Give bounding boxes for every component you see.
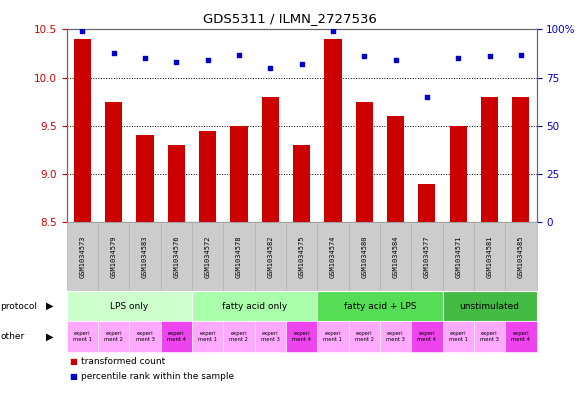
Text: GSM1034577: GSM1034577 <box>424 235 430 278</box>
Point <box>140 55 150 61</box>
Point <box>172 59 181 65</box>
Point <box>297 61 306 67</box>
Text: fatty acid + LPS: fatty acid + LPS <box>343 302 416 310</box>
Bar <box>262 97 279 222</box>
Text: experi
ment 3: experi ment 3 <box>261 331 280 342</box>
Point <box>516 51 525 58</box>
Text: experi
ment 1: experi ment 1 <box>449 331 467 342</box>
Bar <box>512 97 530 222</box>
Text: GSM1034583: GSM1034583 <box>142 235 148 278</box>
Text: ▶: ▶ <box>46 301 53 311</box>
Point <box>266 65 275 71</box>
Text: experi
ment 1: experi ment 1 <box>324 331 342 342</box>
Point <box>203 57 212 63</box>
Bar <box>105 102 122 222</box>
Text: experi
ment 4: experi ment 4 <box>167 331 186 342</box>
Text: GSM1034581: GSM1034581 <box>487 235 492 278</box>
Bar <box>418 184 436 222</box>
Bar <box>199 130 216 222</box>
Bar <box>356 102 373 222</box>
Text: GSM1034578: GSM1034578 <box>236 235 242 278</box>
Bar <box>230 126 248 222</box>
Text: experi
ment 1: experi ment 1 <box>73 331 92 342</box>
Text: GSM1034573: GSM1034573 <box>79 235 85 278</box>
Text: experi
ment 2: experi ment 2 <box>230 331 248 342</box>
Bar <box>450 126 467 222</box>
Text: GSM1034585: GSM1034585 <box>518 235 524 278</box>
Point <box>485 53 494 60</box>
Text: GSM1034579: GSM1034579 <box>111 235 117 278</box>
Text: experi
ment 3: experi ment 3 <box>386 331 405 342</box>
Text: experi
ment 3: experi ment 3 <box>136 331 154 342</box>
Text: experi
ment 4: experi ment 4 <box>512 331 530 342</box>
Text: ■: ■ <box>70 358 78 366</box>
Text: fatty acid only: fatty acid only <box>222 302 287 310</box>
Text: experi
ment 4: experi ment 4 <box>418 331 436 342</box>
Text: GSM1034571: GSM1034571 <box>455 235 461 278</box>
Text: GSM1034580: GSM1034580 <box>361 235 367 278</box>
Point <box>234 51 244 58</box>
Bar <box>293 145 310 222</box>
Text: GDS5311 / ILMN_2727536: GDS5311 / ILMN_2727536 <box>203 12 377 25</box>
Text: GSM1034582: GSM1034582 <box>267 235 273 278</box>
Bar <box>136 135 154 222</box>
Point <box>422 94 432 100</box>
Text: percentile rank within the sample: percentile rank within the sample <box>81 373 234 381</box>
Point <box>454 55 463 61</box>
Text: experi
ment 4: experi ment 4 <box>292 331 311 342</box>
Point <box>109 50 118 56</box>
Text: transformed count: transformed count <box>81 358 165 366</box>
Text: experi
ment 2: experi ment 2 <box>104 331 123 342</box>
Text: unstimulated: unstimulated <box>459 302 520 310</box>
Bar <box>387 116 404 222</box>
Point <box>391 57 400 63</box>
Text: experi
ment 2: experi ment 2 <box>355 331 374 342</box>
Text: experi
ment 1: experi ment 1 <box>198 331 217 342</box>
Bar <box>74 39 91 222</box>
Text: GSM1034584: GSM1034584 <box>393 235 398 278</box>
Bar <box>324 39 342 222</box>
Point <box>328 28 338 35</box>
Point <box>360 53 369 60</box>
Bar <box>481 97 498 222</box>
Text: LPS only: LPS only <box>110 302 148 310</box>
Bar <box>168 145 185 222</box>
Text: GSM1034575: GSM1034575 <box>299 235 304 278</box>
Text: GSM1034574: GSM1034574 <box>330 235 336 278</box>
Text: ■: ■ <box>70 373 78 381</box>
Text: GSM1034576: GSM1034576 <box>173 235 179 278</box>
Text: experi
ment 3: experi ment 3 <box>480 331 499 342</box>
Text: ▶: ▶ <box>46 332 53 342</box>
Text: GSM1034572: GSM1034572 <box>205 235 211 278</box>
Text: protocol: protocol <box>1 302 38 310</box>
Point <box>78 28 87 35</box>
Text: other: other <box>1 332 25 341</box>
